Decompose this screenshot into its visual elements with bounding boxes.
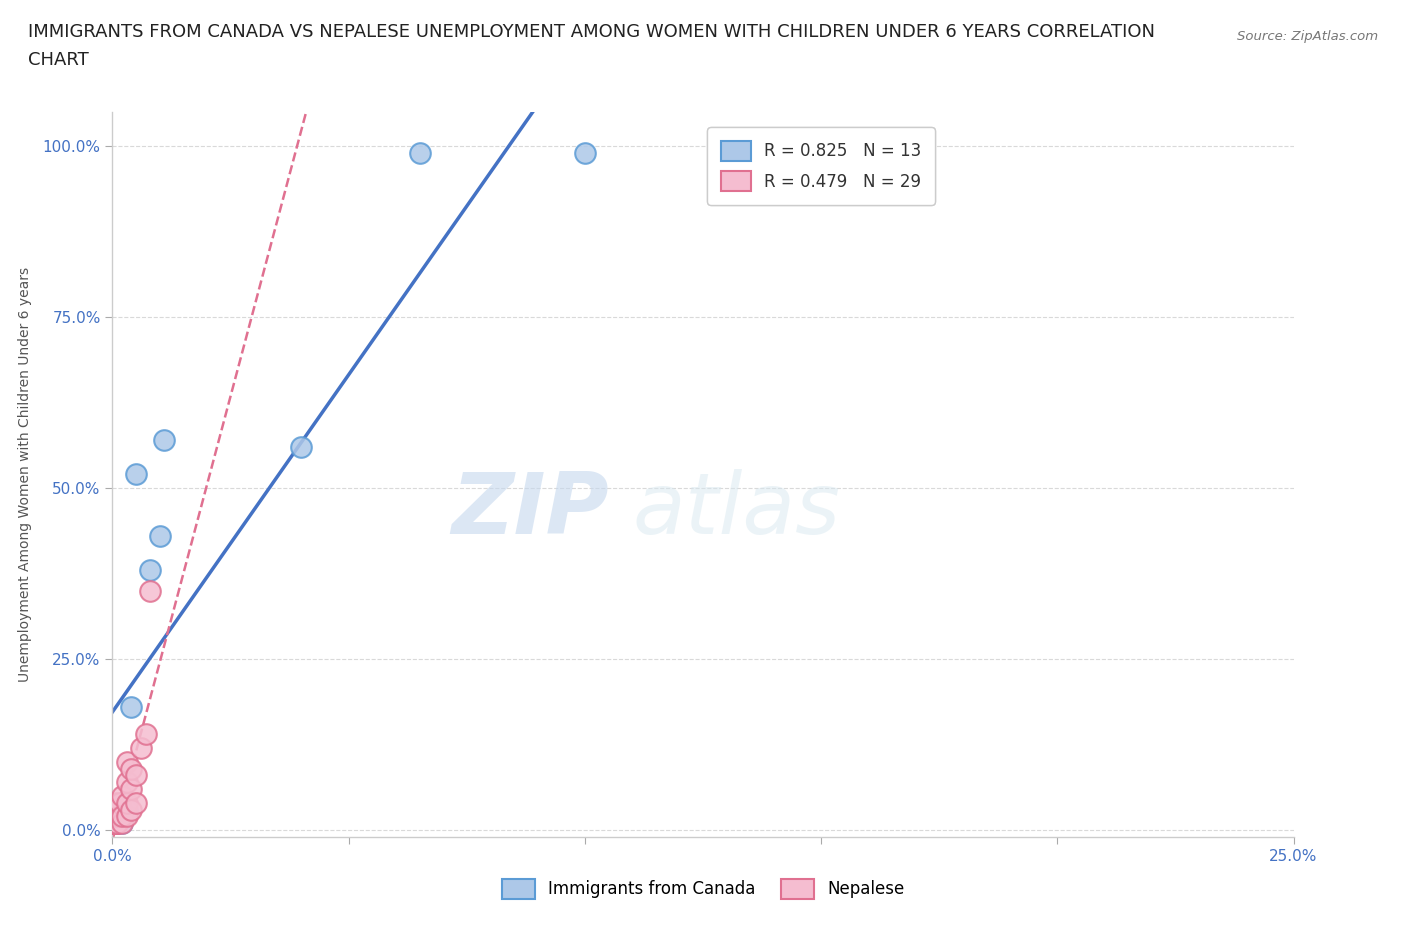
Point <box>120 803 142 817</box>
Point <box>105 809 128 824</box>
Point <box>111 816 134 830</box>
Point <box>103 816 125 830</box>
Point <box>105 816 128 830</box>
Legend: R = 0.825   N = 13, R = 0.479   N = 29: R = 0.825 N = 13, R = 0.479 N = 29 <box>707 127 935 205</box>
Point <box>111 809 134 824</box>
Point <box>105 795 128 810</box>
Legend: Immigrants from Canada, Nepalese: Immigrants from Canada, Nepalese <box>488 866 918 912</box>
Point <box>104 816 127 830</box>
Point <box>108 809 131 824</box>
Text: atlas: atlas <box>633 469 841 552</box>
Point <box>120 761 142 776</box>
Point <box>111 789 134 804</box>
Point <box>139 563 162 578</box>
Point <box>105 803 128 817</box>
Point <box>120 781 142 796</box>
Point <box>290 440 312 455</box>
Point <box>135 727 157 742</box>
Point <box>120 699 142 714</box>
Point <box>139 583 162 598</box>
Point <box>104 816 127 830</box>
Point <box>104 816 127 830</box>
Point <box>115 775 138 790</box>
Point <box>125 467 148 482</box>
Point <box>408 145 430 160</box>
Point <box>115 795 138 810</box>
Point <box>105 816 128 830</box>
Point <box>149 528 172 543</box>
Text: Source: ZipAtlas.com: Source: ZipAtlas.com <box>1237 30 1378 43</box>
Point <box>111 795 134 810</box>
Point <box>103 816 125 830</box>
Y-axis label: Unemployment Among Women with Children Under 6 years: Unemployment Among Women with Children U… <box>17 267 31 682</box>
Point <box>105 816 128 830</box>
Point <box>103 816 125 830</box>
Point <box>153 432 176 447</box>
Text: IMMIGRANTS FROM CANADA VS NEPALESE UNEMPLOYMENT AMONG WOMEN WITH CHILDREN UNDER : IMMIGRANTS FROM CANADA VS NEPALESE UNEMP… <box>28 23 1156 41</box>
Point <box>125 768 148 783</box>
Point <box>115 803 138 817</box>
Text: CHART: CHART <box>28 51 89 69</box>
Point <box>115 754 138 769</box>
Point <box>115 809 138 824</box>
Text: ZIP: ZIP <box>451 469 609 552</box>
Point <box>108 795 131 810</box>
Point <box>111 816 134 830</box>
Point <box>125 795 148 810</box>
Point <box>105 809 128 824</box>
Point <box>129 740 152 755</box>
Point <box>574 145 596 160</box>
Point <box>105 816 128 830</box>
